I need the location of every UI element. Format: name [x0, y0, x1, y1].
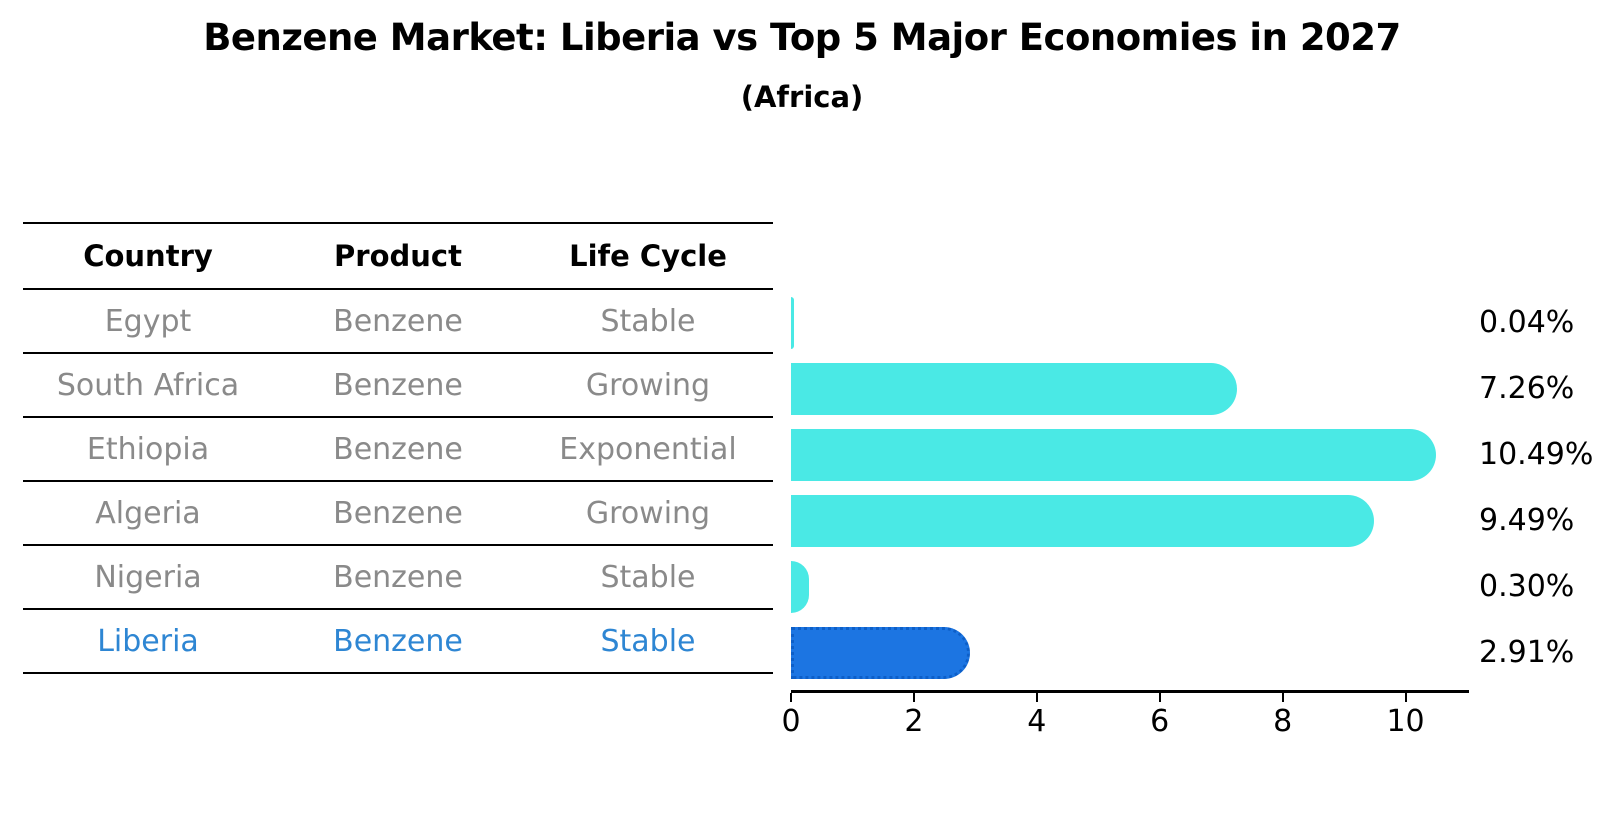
x-axis-tick	[790, 693, 792, 702]
cell-country: Liberia	[97, 623, 199, 659]
country-table: Country Product Life Cycle Egypt Benzene S…	[23, 222, 773, 674]
header-product: Product	[334, 239, 462, 273]
cell-product: Benzene	[333, 367, 463, 403]
header-life-cycle: Life Cycle	[569, 239, 727, 273]
cell-life-cycle: Exponential	[559, 431, 737, 467]
bar-value-label-south-africa: 7.26%	[1479, 371, 1575, 406]
cell-country: Ethiopia	[86, 431, 210, 467]
cell-life-cycle: Growing	[585, 495, 711, 531]
bar-row-ethiopia	[791, 422, 1467, 488]
bar-value-label-liberia: 2.91%	[1479, 635, 1575, 670]
cell-country: Egypt	[104, 303, 192, 339]
bar-south-africa	[791, 363, 1238, 415]
chart-title: Benzene Market: Liberia vs Top 5 Major E…	[203, 16, 1401, 59]
bar-value-label-egypt: 0.04%	[1479, 305, 1575, 340]
table-row-egypt: Egypt Benzene Stable	[23, 290, 773, 354]
chart-subtitle: (Africa)	[740, 80, 864, 114]
cell-country: South Africa	[56, 367, 240, 403]
cell-product: Benzene	[333, 495, 463, 531]
x-axis-tick	[1035, 693, 1038, 702]
cell-product: Benzene	[333, 559, 463, 595]
cell-life-cycle: Stable	[600, 623, 696, 659]
bar-row-algeria	[791, 488, 1467, 554]
table-row-ethiopia: Ethiopia Benzene Exponential	[23, 418, 773, 482]
bar-egypt	[791, 297, 794, 349]
x-axis-tick	[1404, 693, 1407, 702]
cell-country: Nigeria	[94, 559, 202, 595]
table-body: Egypt Benzene Stable South Africa Benzene Gro…	[23, 290, 773, 674]
bar-value-label-ethiopia: 10.49%	[1479, 437, 1594, 472]
bar-chart-plot-area	[791, 290, 1467, 686]
cell-product: Benzene	[333, 303, 463, 339]
bar-nigeria	[791, 561, 810, 613]
bar-ethiopia	[791, 429, 1436, 481]
cell-product: Benzene	[333, 431, 463, 467]
table-row-algeria: Algeria Benzene Growing	[23, 482, 773, 546]
table-header-row: Country Product Life Cycle	[23, 224, 773, 290]
cell-life-cycle: Stable	[600, 559, 696, 595]
x-axis-line	[791, 690, 1469, 693]
cell-country: Algeria	[95, 495, 201, 531]
table-row-nigeria: Nigeria Benzene Stable	[23, 546, 773, 610]
bar-liberia	[791, 627, 970, 679]
bar-row-nigeria	[791, 554, 1467, 620]
bar-algeria	[791, 495, 1375, 547]
bar-row-liberia	[791, 620, 1467, 686]
x-axis-tick	[1281, 693, 1284, 702]
bar-row-egypt	[791, 290, 1467, 356]
bar-value-label-nigeria: 0.30%	[1479, 569, 1575, 604]
bar-row-south-africa	[791, 356, 1467, 422]
bar-value-label-algeria: 9.49%	[1479, 503, 1575, 538]
cell-life-cycle: Growing	[585, 367, 711, 403]
x-axis-tick	[912, 693, 915, 702]
header-country: Country	[83, 239, 213, 273]
table-row-liberia: Liberia Benzene Stable	[23, 610, 773, 674]
cell-product: Benzene	[333, 623, 463, 659]
table-row-south-africa: South Africa Benzene Growing	[23, 354, 773, 418]
x-axis-tick	[1158, 693, 1161, 702]
cell-life-cycle: Stable	[600, 303, 696, 339]
